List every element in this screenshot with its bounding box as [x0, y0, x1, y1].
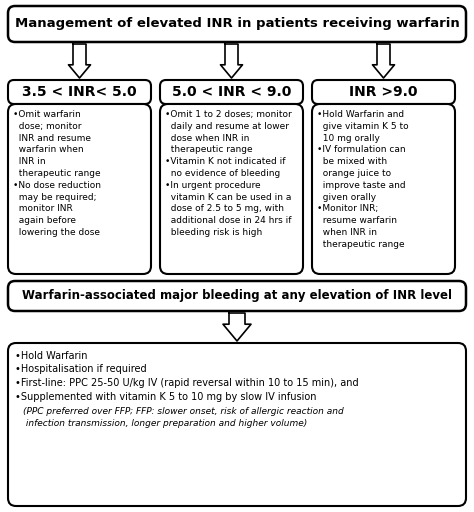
- Text: 5.0 < INR < 9.0: 5.0 < INR < 9.0: [172, 85, 291, 99]
- Text: •Supplemented with vitamin K 5 to 10 mg by slow IV infusion: •Supplemented with vitamin K 5 to 10 mg …: [15, 392, 317, 401]
- FancyBboxPatch shape: [160, 104, 303, 274]
- Polygon shape: [220, 44, 243, 78]
- Text: 3.5 < INR< 5.0: 3.5 < INR< 5.0: [22, 85, 137, 99]
- FancyBboxPatch shape: [8, 80, 151, 104]
- FancyBboxPatch shape: [160, 80, 303, 104]
- Text: •Hold Warfarin and
  give vitamin K 5 to
  10 mg orally
•IV formulation can
  be: •Hold Warfarin and give vitamin K 5 to 1…: [317, 110, 409, 249]
- Polygon shape: [223, 313, 251, 341]
- FancyBboxPatch shape: [312, 104, 455, 274]
- Text: INR >9.0: INR >9.0: [349, 85, 418, 99]
- FancyBboxPatch shape: [8, 6, 466, 42]
- Polygon shape: [373, 44, 394, 78]
- Text: •Hold Warfarin: •Hold Warfarin: [15, 351, 88, 361]
- Text: •Omit warfarin
  dose; monitor
  INR and resume
  warfarin when
  INR in
  thera: •Omit warfarin dose; monitor INR and res…: [13, 110, 101, 237]
- Text: Management of elevated INR in patients receiving warfarin: Management of elevated INR in patients r…: [15, 17, 459, 31]
- Text: (PPC preferred over FFP; FFP: slower onset, risk of allergic reaction and
 infec: (PPC preferred over FFP; FFP: slower ons…: [23, 407, 344, 428]
- FancyBboxPatch shape: [312, 80, 455, 104]
- FancyBboxPatch shape: [8, 343, 466, 506]
- FancyBboxPatch shape: [8, 281, 466, 311]
- Text: Warfarin-associated major bleeding at any elevation of INR level: Warfarin-associated major bleeding at an…: [22, 289, 452, 303]
- Text: •Hospitalisation if required: •Hospitalisation if required: [15, 365, 146, 374]
- Polygon shape: [69, 44, 91, 78]
- Text: •Omit 1 to 2 doses; monitor
  daily and resume at lower
  dose when INR in
  the: •Omit 1 to 2 doses; monitor daily and re…: [165, 110, 292, 237]
- Text: •First-line: PPC 25-50 U/kg IV (rapid reversal within 10 to 15 min), and: •First-line: PPC 25-50 U/kg IV (rapid re…: [15, 378, 359, 388]
- FancyBboxPatch shape: [8, 104, 151, 274]
